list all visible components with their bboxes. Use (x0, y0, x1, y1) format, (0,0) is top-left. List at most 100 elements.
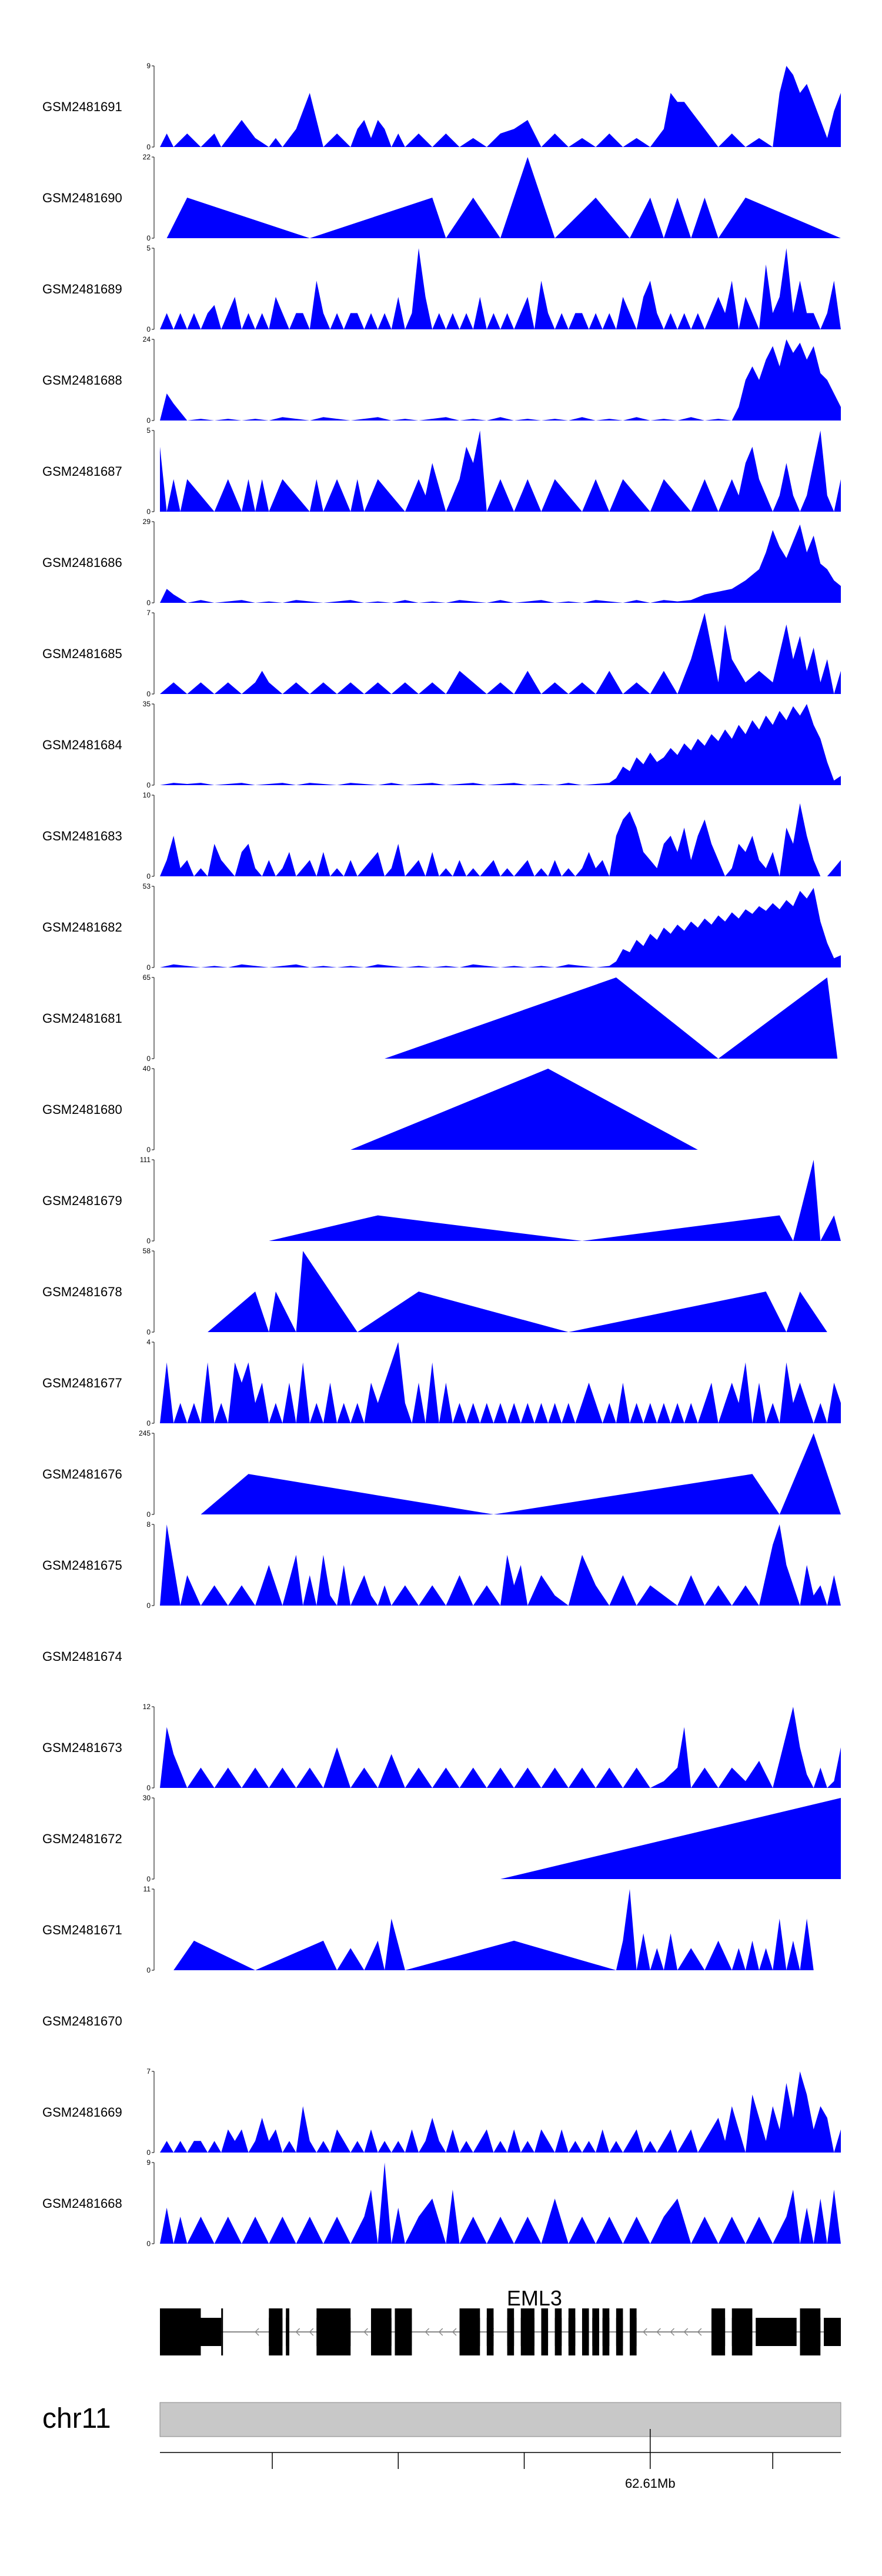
signal-area (160, 431, 841, 512)
y-tick-min-label: 0 (146, 325, 151, 333)
exon-block-tall (459, 2308, 480, 2355)
y-tick-max-label: 11 (143, 1885, 151, 1893)
track-GSM2481675: GSM2481675 8 0 (42, 1520, 841, 1610)
exon-block-tall (269, 2308, 283, 2355)
exon-block-tall (711, 2308, 726, 2355)
signal-area (160, 977, 841, 1059)
y-tick-min-label: 0 (146, 781, 151, 789)
y-tick-max-label: 22 (143, 153, 151, 161)
track-GSM2481671: GSM2481671 11 0 (42, 1885, 841, 1974)
track-GSM2481679: GSM2481679 111 0 (42, 1156, 841, 1245)
track-GSM2481668: GSM2481668 9 0 (42, 2158, 841, 2248)
track-GSM2481683: GSM2481683 10 0 (42, 791, 841, 880)
y-tick-min-label: 0 (146, 1966, 151, 1974)
y-tick-min-label: 0 (146, 1875, 151, 1883)
track-label: GSM2481687 (42, 464, 122, 479)
track-label: GSM2481681 (42, 1011, 122, 1026)
signal-area (160, 1160, 841, 1241)
signal-area (160, 2163, 841, 2244)
y-tick-min-label: 0 (146, 963, 151, 972)
track-GSM2481682: GSM2481682 53 0 (42, 882, 841, 972)
track-label: GSM2481679 (42, 1193, 122, 1208)
track-GSM2481672: GSM2481672 30 0 (42, 1794, 841, 1883)
signal-tracks: GSM248169190GSM2481690220GSM248168950GSM… (42, 62, 841, 2248)
y-tick-min-label: 0 (146, 416, 151, 425)
exon-block-tall (731, 2308, 753, 2355)
strand-arrow-icon (425, 2328, 430, 2336)
track-GSM2481677: GSM2481677 4 0 (42, 1338, 841, 1427)
y-tick-min-label: 0 (146, 1237, 151, 1245)
signal-area (160, 1251, 841, 1332)
strand-arrow-icon (643, 2328, 647, 2336)
track-GSM2481685: GSM2481685 7 0 (42, 609, 841, 698)
y-tick-min-label: 0 (146, 1419, 151, 1427)
y-tick-max-label: 4 (146, 1338, 151, 1346)
y-tick-min-label: 0 (146, 1601, 151, 1610)
track-GSM2481690: GSM2481690 22 0 (42, 153, 841, 242)
track-label: GSM2481686 (42, 555, 122, 570)
y-tick-max-label: 12 (143, 1703, 151, 1711)
y-tick-min-label: 0 (146, 1510, 151, 1519)
exon-block (756, 2318, 797, 2346)
exon-block (824, 2318, 841, 2346)
y-tick-min-label: 0 (146, 1328, 151, 1336)
track-GSM2481684: GSM2481684 35 0 (42, 700, 841, 789)
y-tick-min-label: 0 (146, 2240, 151, 2248)
exon-block (201, 2318, 222, 2346)
track-label: GSM2481690 (42, 191, 122, 205)
signal-area (160, 66, 841, 147)
y-tick-max-label: 9 (146, 2158, 151, 2167)
exon-block-tall (630, 2308, 637, 2355)
track-GSM2481676: GSM2481676 245 0 (42, 1429, 841, 1519)
track-label: GSM2481683 (42, 829, 122, 843)
y-tick-min-label: 0 (146, 2148, 151, 2157)
y-tick-max-label: 24 (143, 335, 151, 343)
y-tick-max-label: 9 (146, 62, 151, 70)
strand-arrow-icon (255, 2328, 259, 2336)
track-label: GSM2481678 (42, 1284, 122, 1299)
y-tick-min-label: 0 (146, 1784, 151, 1792)
strand-arrow-icon (309, 2328, 314, 2336)
genome-axis: 62.61Mb (160, 2429, 841, 2491)
signal-area (160, 1069, 841, 1150)
exon-block-tall (520, 2308, 534, 2355)
exon-block-tall (221, 2308, 223, 2355)
track-label: GSM2481673 (42, 1740, 122, 1755)
exon-block-tall (554, 2308, 562, 2355)
track-label: GSM2481688 (42, 373, 122, 388)
strand-arrow-icon (656, 2328, 661, 2336)
exon-block-tall (602, 2308, 610, 2355)
y-tick-min-label: 0 (146, 508, 151, 516)
exon-block-tall (568, 2308, 576, 2355)
exon-block-tall (316, 2308, 351, 2355)
y-tick-max-label: 30 (143, 1794, 151, 1802)
track-GSM2481670: GSM2481670 (42, 2014, 122, 2028)
y-tick-max-label: 245 (139, 1429, 151, 1437)
y-tick-min-label: 0 (146, 872, 151, 880)
y-tick-max-label: 7 (146, 2067, 151, 2076)
exon-block-tall (395, 2308, 412, 2355)
y-tick-max-label: 5 (146, 244, 151, 252)
exon-block-tall (507, 2308, 514, 2355)
track-GSM2481669: GSM2481669 7 0 (42, 2067, 841, 2157)
y-tick-max-label: 35 (143, 700, 151, 708)
track-label: GSM2481671 (42, 1923, 122, 1937)
strand-arrow-icon (452, 2328, 457, 2336)
y-tick-min-label: 0 (146, 599, 151, 607)
track-label: GSM2481672 (42, 1831, 122, 1846)
track-label: GSM2481668 (42, 2196, 122, 2211)
track-label: GSM2481685 (42, 646, 122, 661)
strand-arrow-icon (295, 2328, 300, 2336)
exon-block-tall (486, 2308, 494, 2355)
track-label: GSM2481684 (42, 738, 122, 752)
strand-arrow-icon (697, 2328, 702, 2336)
exon-block-tall (541, 2308, 549, 2355)
signal-area (160, 1798, 841, 1879)
track-label: GSM2481675 (42, 1558, 122, 1573)
track-GSM2481689: GSM2481689 5 0 (42, 244, 841, 333)
signal-area (160, 887, 841, 967)
track-label: GSM2481680 (42, 1102, 122, 1117)
signal-area (160, 157, 841, 238)
y-tick-min-label: 0 (146, 234, 151, 242)
